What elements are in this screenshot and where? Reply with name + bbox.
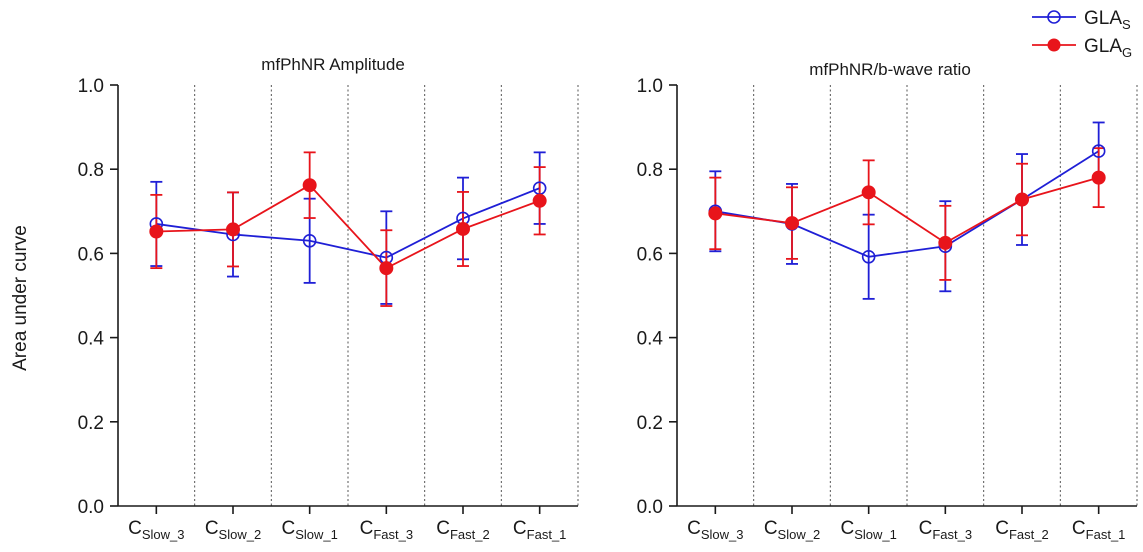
data-point <box>149 224 164 239</box>
data-point <box>379 261 394 276</box>
y-tick-label: 1.0 <box>637 76 663 97</box>
x-tick-label-base: C <box>687 518 701 539</box>
x-tick-label-sub: Slow_3 <box>142 527 185 542</box>
x-tick-label-sub: Fast_3 <box>373 527 413 542</box>
x-tick-label-sub: Fast_2 <box>450 527 490 542</box>
x-tick-label-base: C <box>360 518 374 539</box>
y-tick-label: 0.2 <box>78 413 104 434</box>
data-point <box>708 206 723 221</box>
legend-item: GLAG <box>1032 36 1132 60</box>
data-point <box>861 249 876 264</box>
x-tick-label: CSlow_2 <box>205 518 261 542</box>
legend-label: GLAG <box>1084 36 1132 60</box>
x-tick-label-base: C <box>919 518 933 539</box>
legend-marker <box>1047 10 1061 24</box>
x-tick-label: CSlow_3 <box>687 518 743 542</box>
x-tick-label-base: C <box>764 518 778 539</box>
chart-panel-amplitude: mfPhNR Amplitude0.00.20.40.60.81.0CSlow_… <box>78 55 579 542</box>
y-tick-label: 0.0 <box>637 497 663 518</box>
y-tick-label: 1.0 <box>78 76 104 97</box>
x-tick-label: CSlow_1 <box>281 518 337 542</box>
data-point <box>302 233 317 248</box>
y-axis-label: Area under curve <box>10 225 31 371</box>
x-tick-label-sub: Fast_3 <box>932 527 972 542</box>
legend-marker <box>1047 38 1061 52</box>
y-tick-label: 0.8 <box>637 160 663 181</box>
x-tick-label-sub: Slow_1 <box>295 527 338 542</box>
x-tick-label: CFast_1 <box>1072 518 1125 542</box>
panel-title: mfPhNR/b-wave ratio <box>809 60 971 79</box>
x-tick-label-sub: Slow_2 <box>219 527 262 542</box>
x-tick-label-sub: Fast_2 <box>1009 527 1049 542</box>
data-point <box>226 222 240 237</box>
x-tick-label: CFast_2 <box>436 518 489 542</box>
legend-label: GLAS <box>1084 8 1131 32</box>
x-tick-label-base: C <box>128 518 142 539</box>
x-tick-label: CSlow_1 <box>840 518 896 542</box>
panel-title: mfPhNR Amplitude <box>261 55 405 74</box>
y-tick-label: 0.0 <box>78 497 104 518</box>
data-point <box>1015 192 1029 207</box>
x-tick-label-sub: Fast_1 <box>527 527 567 542</box>
x-tick-label-base: C <box>995 518 1009 539</box>
x-tick-label-base: C <box>840 518 854 539</box>
x-tick-label: CSlow_2 <box>764 518 820 542</box>
data-point <box>1091 170 1106 185</box>
data-point <box>938 235 953 250</box>
data-point <box>456 221 470 236</box>
y-tick-label: 0.8 <box>78 160 104 181</box>
data-point <box>532 193 547 208</box>
x-tick-label-sub: Slow_3 <box>701 527 744 542</box>
x-tick-label: CSlow_3 <box>128 518 184 542</box>
legend-label-sub: S <box>1122 17 1131 32</box>
x-tick-label-base: C <box>513 518 527 539</box>
data-point <box>1091 144 1106 158</box>
x-tick-label-sub: Slow_2 <box>778 527 821 542</box>
series-line <box>156 184 540 270</box>
y-tick-label: 0.6 <box>637 244 663 265</box>
x-tick-label-base: C <box>281 518 295 539</box>
x-tick-label-sub: Slow_1 <box>854 527 897 542</box>
x-tick-label-sub: Fast_1 <box>1086 527 1126 542</box>
data-point <box>785 216 799 231</box>
y-tick-label: 0.6 <box>78 244 104 265</box>
x-tick-label-base: C <box>436 518 450 539</box>
series-line <box>156 187 540 259</box>
chart-panel-ratio: mfPhNR/b-wave ratio0.00.20.40.60.81.0CSl… <box>637 60 1138 542</box>
y-tick-label: 0.4 <box>78 329 105 350</box>
x-tick-label-base: C <box>1072 518 1086 539</box>
x-tick-label: CFast_1 <box>513 518 566 542</box>
legend-item: GLAS <box>1032 8 1131 32</box>
data-point <box>302 178 317 193</box>
y-tick-label: 0.2 <box>637 413 663 434</box>
x-tick-label: CFast_2 <box>995 518 1048 542</box>
y-tick-label: 0.4 <box>637 329 664 350</box>
legend-label-base: GLA <box>1084 36 1122 57</box>
legend-label-sub: G <box>1122 45 1132 60</box>
series-line <box>715 176 1099 244</box>
legend-label-base: GLA <box>1084 8 1122 29</box>
x-tick-label: CFast_3 <box>360 518 413 542</box>
x-tick-label: CFast_3 <box>919 518 972 542</box>
data-point <box>861 185 876 200</box>
x-tick-label-base: C <box>205 518 219 539</box>
